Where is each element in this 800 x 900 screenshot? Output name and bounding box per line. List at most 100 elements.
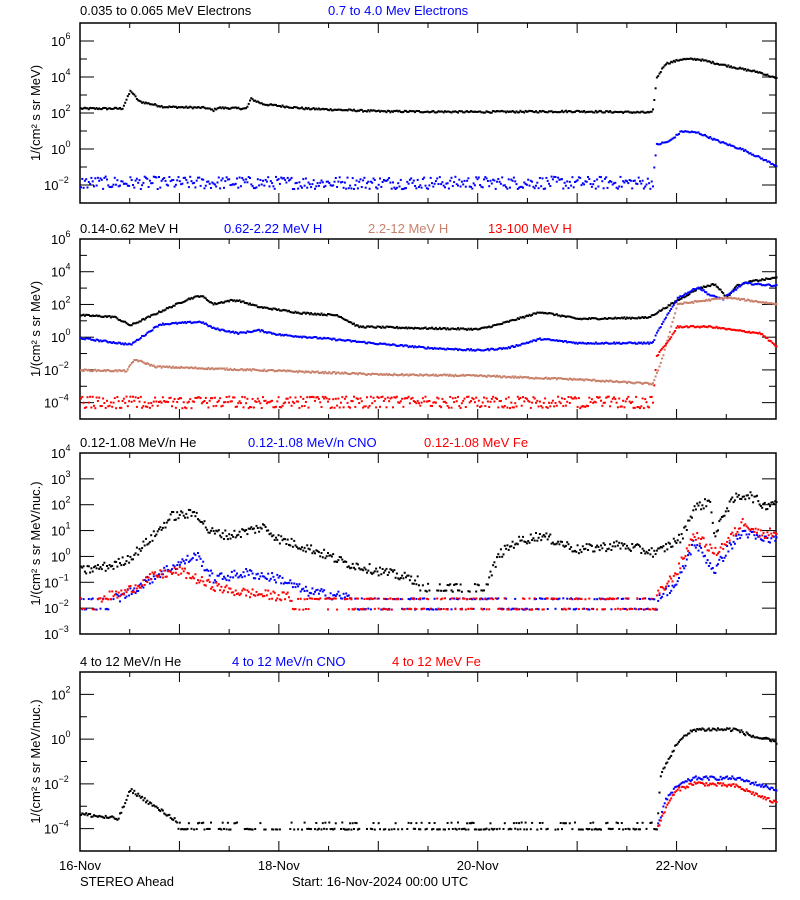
data-point	[535, 376, 537, 379]
data-point	[659, 309, 662, 312]
data-point	[116, 317, 119, 320]
data-point	[510, 319, 513, 322]
data-point	[173, 566, 176, 569]
data-point	[259, 306, 262, 309]
data-point	[112, 401, 115, 404]
data-point	[288, 369, 290, 372]
data-point	[499, 110, 502, 113]
data-point	[735, 329, 738, 332]
data-point	[537, 608, 540, 611]
data-point	[278, 309, 281, 312]
data-point	[263, 524, 266, 527]
data-point	[177, 321, 180, 324]
data-point	[759, 71, 762, 74]
data-point	[291, 586, 294, 589]
data-point	[280, 599, 283, 602]
data-point	[683, 567, 686, 570]
data-point	[697, 58, 700, 61]
data-point	[490, 375, 493, 378]
data-point	[241, 107, 244, 110]
data-point	[213, 589, 216, 592]
data-point	[584, 547, 587, 550]
data-point	[372, 109, 375, 112]
data-point	[369, 608, 372, 611]
data-point	[152, 175, 155, 178]
data-point	[194, 396, 197, 399]
data-point	[246, 397, 249, 400]
data-point	[693, 131, 696, 133]
data-point	[514, 111, 517, 114]
data-point	[320, 588, 323, 591]
data-point	[496, 597, 498, 600]
data-point	[310, 544, 313, 547]
data-point	[203, 400, 206, 402]
data-point	[749, 280, 752, 282]
data-point	[390, 608, 393, 611]
data-point	[160, 105, 163, 107]
data-point	[661, 586, 664, 589]
data-point	[251, 572, 254, 575]
data-point	[384, 569, 387, 572]
data-point	[511, 540, 514, 543]
data-point	[93, 369, 95, 372]
data-point	[316, 370, 319, 373]
data-point	[397, 401, 400, 404]
data-point	[282, 308, 285, 311]
data-point	[349, 339, 352, 342]
data-point	[104, 569, 107, 572]
data-point	[219, 329, 222, 332]
data-point	[151, 539, 154, 542]
data-point	[672, 59, 675, 62]
data-point	[355, 372, 358, 375]
data-point	[438, 347, 441, 350]
data-point	[706, 293, 709, 296]
data-point	[291, 188, 294, 190]
data-point	[562, 597, 565, 600]
data-point	[306, 336, 309, 339]
data-point	[376, 597, 379, 600]
data-point	[670, 308, 673, 310]
data-point	[211, 302, 214, 305]
data-point	[169, 513, 172, 516]
data-point	[549, 378, 552, 381]
data-point	[373, 597, 376, 600]
data-point	[562, 340, 565, 343]
data-point	[135, 590, 138, 593]
data-point	[450, 589, 453, 592]
data-point	[587, 608, 589, 611]
data-point	[723, 556, 726, 559]
data-point	[83, 106, 86, 109]
data-point	[470, 348, 472, 351]
data-point	[271, 399, 274, 402]
data-point	[337, 397, 340, 400]
data-point	[141, 547, 144, 550]
data-point	[429, 347, 432, 350]
data-point	[141, 335, 144, 337]
data-point	[509, 347, 511, 350]
data-point	[460, 402, 463, 405]
data-point	[649, 110, 652, 113]
data-point	[605, 598, 608, 601]
data-point	[696, 58, 699, 61]
data-point	[268, 533, 271, 536]
data-point	[138, 584, 141, 587]
data-point	[224, 586, 227, 589]
data-point	[433, 374, 436, 377]
data-point	[276, 370, 279, 373]
data-point	[411, 327, 414, 330]
data-point	[694, 288, 697, 291]
data-point	[139, 395, 142, 398]
data-point	[632, 180, 635, 182]
data-point	[765, 337, 768, 339]
data-point	[207, 180, 210, 183]
data-point	[557, 598, 560, 601]
data-point	[264, 526, 267, 528]
data-point	[126, 368, 129, 371]
data-point	[146, 405, 149, 408]
data-point	[628, 381, 631, 383]
data-point	[652, 314, 654, 317]
data-point	[323, 548, 326, 551]
data-point	[457, 395, 459, 398]
data-point	[142, 335, 145, 338]
legend-entry: 13-100 MeV H	[488, 221, 572, 236]
